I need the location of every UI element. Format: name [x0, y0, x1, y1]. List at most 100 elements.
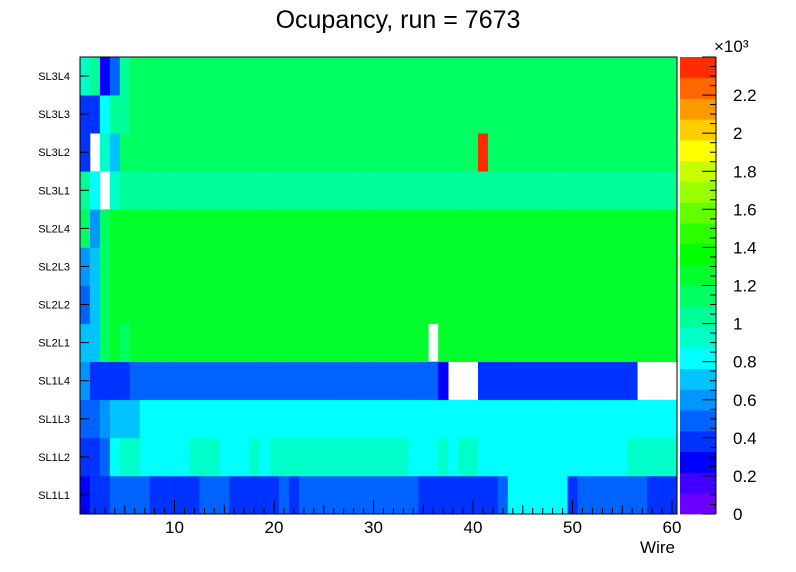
heatmap-cell [637, 399, 648, 439]
heatmap-cell [99, 285, 111, 324]
heatmap-cell [249, 285, 260, 324]
heatmap-cell [557, 285, 568, 324]
heatmap-cell [448, 133, 459, 172]
heatmap-cell [468, 247, 479, 286]
color-scale-label: 1.8 [733, 162, 757, 181]
heatmap-cell [99, 399, 111, 439]
heatmap-cell [537, 247, 548, 286]
heatmap-cell [527, 171, 539, 210]
heatmap-cell [567, 399, 578, 439]
heatmap-cell [119, 437, 131, 477]
heatmap-cell [279, 57, 290, 96]
heatmap-cell [159, 57, 170, 96]
heatmap-cell [229, 57, 240, 96]
heatmap-cell [298, 285, 310, 324]
heatmap-cell [617, 399, 628, 439]
heatmap-cell [438, 95, 449, 134]
heatmap-cell [229, 323, 240, 363]
heatmap-cell [607, 247, 618, 286]
heatmap-cell [139, 209, 150, 248]
heatmap-cell [99, 475, 111, 515]
heatmap-cell [418, 57, 429, 96]
heatmap-cell [288, 133, 300, 172]
heatmap-cell [358, 399, 369, 439]
heatmap-cell [279, 285, 290, 324]
heatmap-cell [527, 475, 539, 515]
heatmap-cell [368, 285, 379, 324]
heatmap-cell [348, 57, 359, 96]
heatmap-cell [597, 171, 608, 210]
heatmap-cell [308, 95, 320, 134]
color-scale-band [680, 327, 716, 349]
heatmap-cell [239, 361, 250, 401]
heatmap-cell [328, 437, 340, 477]
heatmap-cell [567, 209, 578, 248]
heatmap-cell [308, 285, 320, 324]
heatmap-cell [109, 475, 121, 515]
heatmap-cell [199, 399, 210, 439]
heatmap-cell [328, 171, 340, 210]
heatmap-cell [517, 95, 529, 134]
heatmap-cell [637, 57, 648, 96]
heatmap-cell [497, 285, 509, 324]
heatmap-cell [587, 361, 598, 401]
heatmap-cell [348, 95, 359, 134]
heatmap-cell [478, 133, 489, 172]
heatmap-cell [487, 133, 499, 172]
heatmap-cell [428, 57, 439, 96]
heatmap-cell [348, 323, 359, 363]
heatmap-cell [249, 133, 260, 172]
heatmap-cell [378, 171, 389, 210]
heatmap-cell [557, 95, 568, 134]
heatmap-cell [189, 209, 200, 248]
heatmap-cell [288, 361, 300, 401]
heatmap-cell [547, 399, 558, 439]
heatmap-cell [119, 323, 131, 363]
heatmap-cell [507, 437, 519, 477]
heatmap-cell [358, 95, 369, 134]
heatmap-cell [109, 133, 121, 172]
heatmap-cell [119, 361, 131, 401]
heatmap-cell [637, 209, 648, 248]
heatmap-cell [428, 247, 439, 286]
heatmap-cell [597, 361, 608, 401]
heatmap-cell [89, 57, 101, 96]
heatmap-cell [288, 57, 300, 96]
heatmap-cell [448, 209, 459, 248]
heatmap-cell [497, 361, 509, 401]
heatmap-cell [288, 209, 300, 248]
color-scale-band [680, 181, 716, 203]
color-scale-label: 0.2 [733, 467, 757, 486]
color-scale: 0 0.2 0.4 0.6 0.8 1 1.2 1.4 1.6 1.8 2 2.2 [680, 56, 757, 524]
heatmap-cell [279, 95, 290, 134]
heatmap-cell [269, 171, 280, 210]
heatmap-cell [298, 209, 310, 248]
heatmap-cell [537, 437, 548, 477]
heatmap-cell [637, 285, 648, 324]
heatmap-cell [129, 247, 141, 286]
heatmap-cell [348, 437, 359, 477]
heatmap-cell [219, 361, 230, 401]
heatmap-cell [647, 133, 658, 172]
heatmap-cell [448, 285, 459, 324]
y-tick-label: SL3L3 [38, 109, 70, 121]
heatmap-cell [368, 437, 379, 477]
y-tick-label: SL3L2 [38, 147, 70, 159]
heatmap-cell [557, 399, 568, 439]
heatmap-cell [408, 475, 419, 515]
heatmap-cell [507, 57, 519, 96]
heatmap-cell [458, 209, 469, 248]
heatmap-cell [627, 475, 638, 515]
heatmap-cell [527, 361, 539, 401]
heatmap-cell [139, 285, 150, 324]
heatmap-cell [279, 361, 290, 401]
heatmap-cell [249, 171, 260, 210]
heatmap-cell [517, 285, 529, 324]
heatmap-cell [647, 57, 658, 96]
heatmap-cell [657, 57, 668, 96]
heatmap-cell [458, 399, 469, 439]
heatmap-cell [647, 285, 658, 324]
heatmap-cell [468, 209, 479, 248]
heatmap-cell [179, 247, 190, 286]
heatmap-cell [328, 209, 340, 248]
